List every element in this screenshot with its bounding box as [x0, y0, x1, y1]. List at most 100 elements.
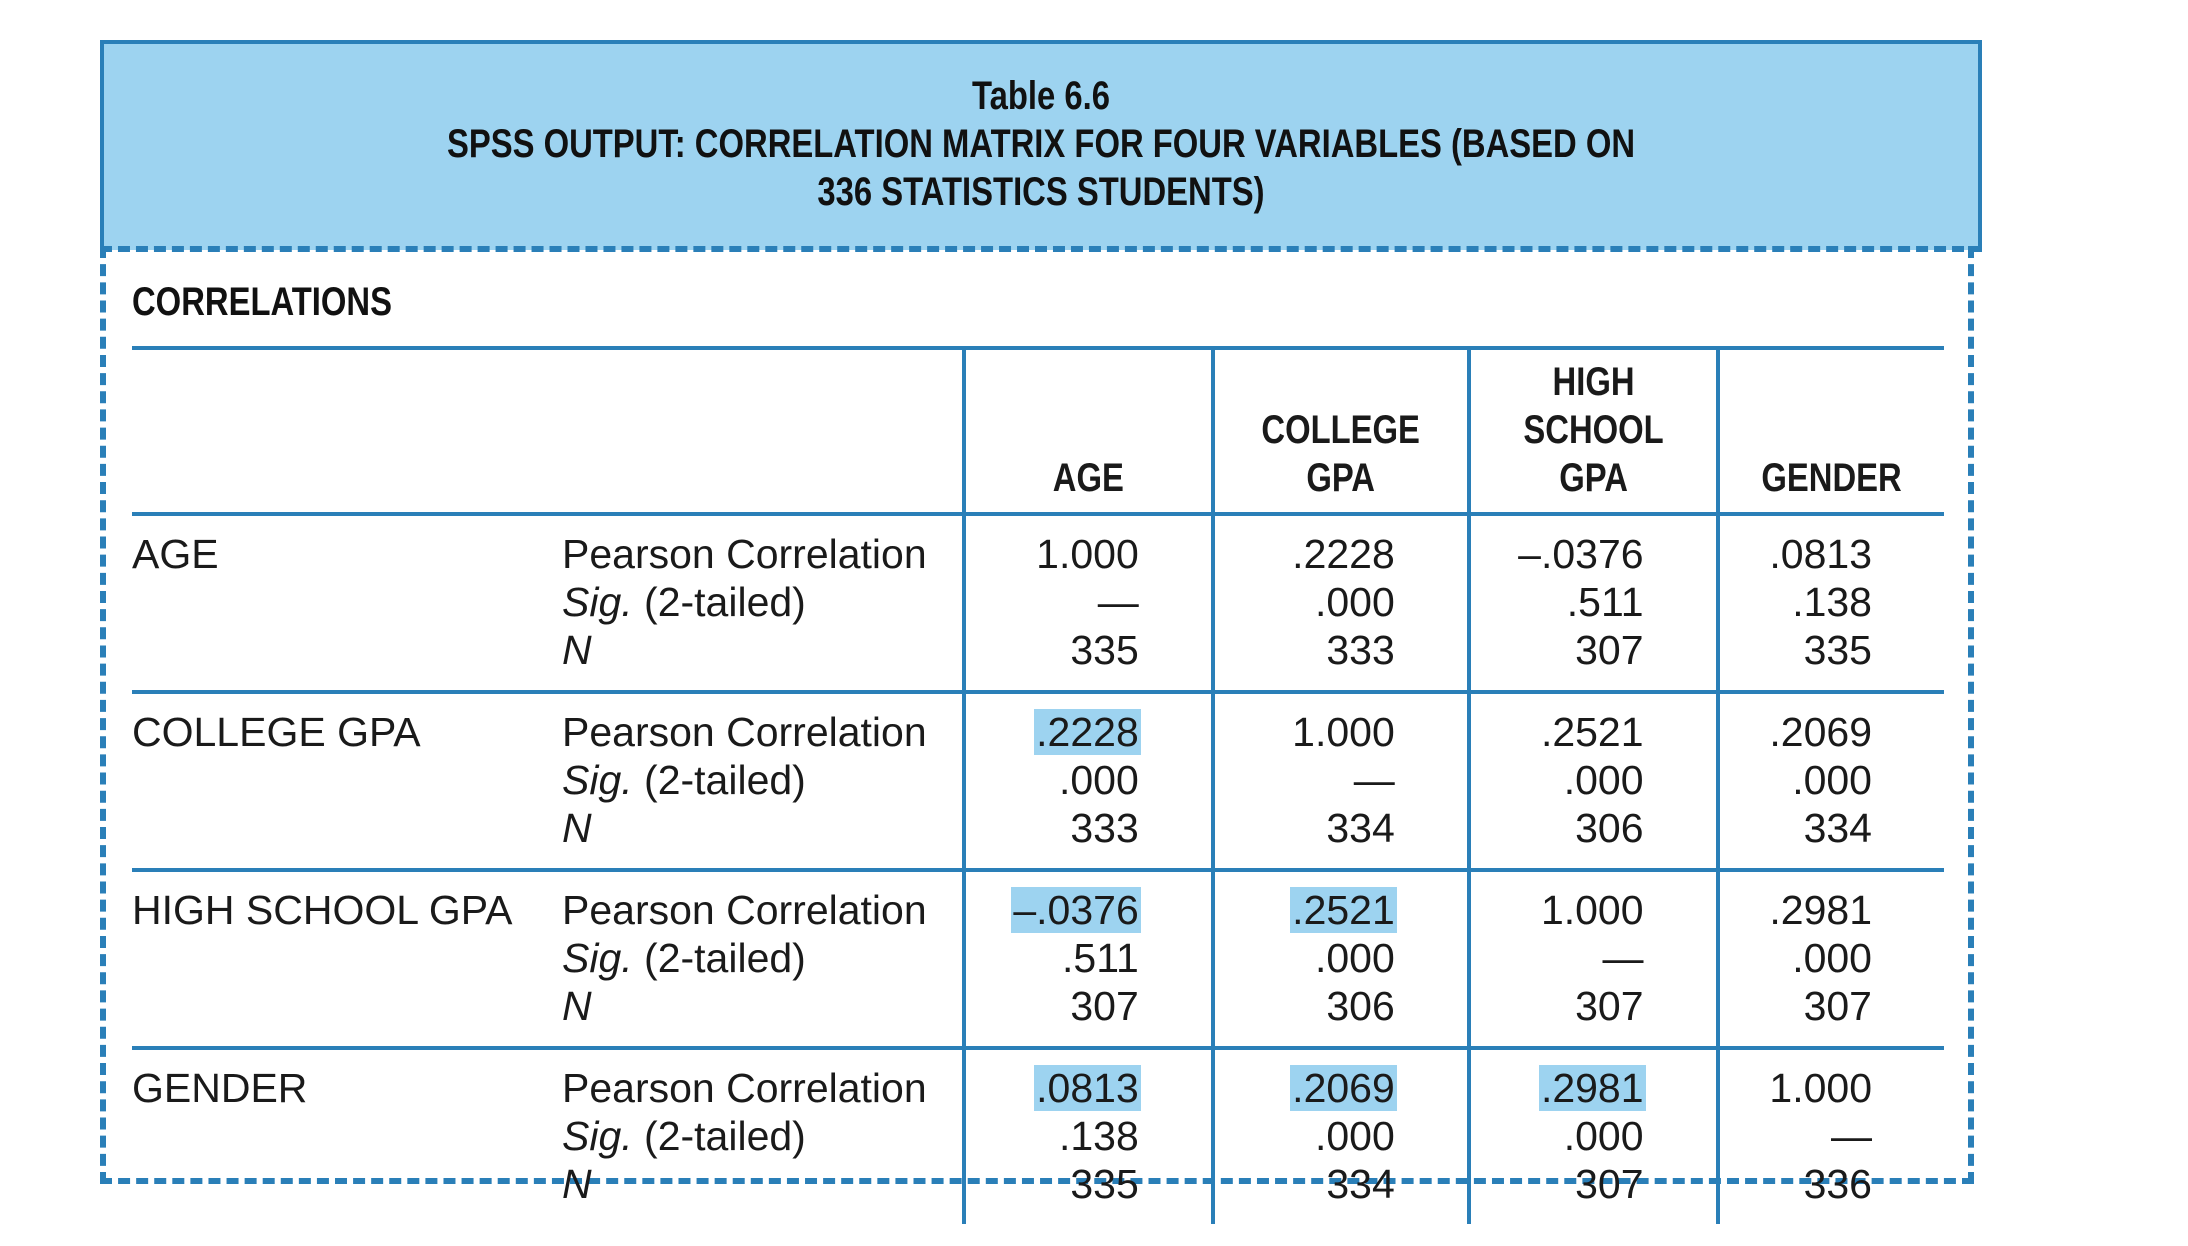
n-value: 336 [1803, 1161, 1872, 1207]
table-row: AGE Pearson Correlation Sig. (2-tailed) N 1.… [132, 514, 1944, 692]
table-title: Table 6.6 SPSS OUTPUT: CORRELATION MATRI… [273, 72, 1810, 216]
significance-value: .511 [1566, 579, 1644, 625]
correlation-table: AGE COLLEGE GPA HIGH SCHOOL GPA GENDER AGE P… [132, 346, 1944, 1224]
column-header-line: GPA [1558, 456, 1628, 500]
significance-value-line: .000 [1215, 934, 1397, 982]
n-value-line: 307 [966, 982, 1141, 1030]
value-cell: .2228.000 333 [964, 692, 1215, 870]
significance-value: — [1353, 757, 1395, 803]
n-value: 307 [1803, 983, 1872, 1029]
stat-label-n: N [562, 626, 962, 674]
significance-value-line: .511 [1471, 578, 1646, 626]
correlation-value: 1.000 [1540, 887, 1644, 933]
correlation-value: .2981 [1769, 887, 1872, 933]
stat-label-pearson: Pearson Correlation [562, 531, 927, 577]
table-row: COLLEGE GPA Pearson Correlation Sig. (2-ta… [132, 692, 1944, 870]
n-value: 335 [1070, 1161, 1139, 1207]
table-number: Table 6.6 [972, 74, 1110, 118]
row-variable-name: AGE [132, 531, 219, 577]
column-header-line: GPA [1306, 456, 1376, 500]
significance-value: .000 [1792, 757, 1872, 803]
significance-value: .000 [1563, 757, 1644, 803]
correlation-value: .2069 [1769, 709, 1872, 755]
n-value: 333 [1326, 627, 1395, 673]
stat-label-sig: Sig. (2-tailed) [562, 756, 962, 804]
section-label: CORRELATIONS [132, 280, 392, 324]
n-value-line: 334 [1720, 804, 1874, 852]
value-cell: .2069.000 334 [1718, 692, 1944, 870]
correlation-value: .2069 [1290, 1065, 1397, 1111]
significance-value-line: .000 [1471, 1112, 1646, 1160]
n-value-line: 307 [1471, 1160, 1646, 1208]
correlation-value: .2228 [1034, 709, 1141, 755]
column-header-line: AGE [1052, 456, 1124, 500]
n-value: 307 [1575, 1161, 1644, 1207]
n-value: 306 [1326, 983, 1395, 1029]
significance-value-line: .000 [1720, 934, 1874, 982]
correlation-value: 1.000 [1769, 1065, 1872, 1111]
n-value: 334 [1326, 805, 1395, 851]
significance-value-line: .000 [1720, 756, 1874, 804]
correlation-value-line: 1.000 [1215, 708, 1397, 756]
n-value-line: 334 [1215, 1160, 1397, 1208]
n-value: 307 [1070, 983, 1139, 1029]
correlation-value-line: .2521 [1471, 708, 1646, 756]
stat-label-sig-rest: (2-tailed) [632, 935, 806, 981]
significance-value-line: .000 [1471, 756, 1646, 804]
significance-value: .138 [1058, 1113, 1139, 1159]
significance-value: .000 [1792, 935, 1872, 981]
significance-value: .511 [1062, 935, 1139, 981]
significance-value-line: .511 [966, 934, 1141, 982]
correlation-value: 1.000 [1036, 531, 1139, 577]
significance-value: .138 [1792, 579, 1872, 625]
column-header-line: COLLEGE [1261, 408, 1421, 452]
correlation-value-line: .0813 [1720, 530, 1874, 578]
row-variable-name: COLLEGE GPA [132, 709, 421, 755]
table-body: AGE Pearson Correlation Sig. (2-tailed) N 1.… [132, 514, 1944, 1224]
value-cell: –.0376.511 307 [1468, 514, 1720, 692]
stat-labels: Pearson Correlation Sig. (2-tailed) N [562, 1048, 966, 1224]
correlation-value-line: –.0376 [966, 886, 1141, 934]
row-variable-name: GENDER [132, 1065, 308, 1111]
stat-label-sig-italic: Sig. [562, 935, 633, 981]
stat-label-sig-rest: (2-tailed) [632, 757, 806, 803]
correlation-value-line: 1.000 [1720, 1064, 1874, 1112]
stat-label-pearson: Pearson Correlation [562, 1065, 927, 1111]
value-cell: .2228.000 333 [1212, 514, 1471, 692]
correlation-value-line: 1.000 [1471, 886, 1646, 934]
stat-label-sig: Sig. (2-tailed) [562, 1112, 962, 1160]
column-header-gender: GENDER [1717, 346, 1944, 516]
correlation-value-line: 1.000 [966, 530, 1141, 578]
significance-value-line: .000 [1215, 1112, 1397, 1160]
correlation-value: .2521 [1540, 709, 1644, 755]
significance-value-line: .000 [966, 756, 1141, 804]
correlation-value-line: .2228 [966, 708, 1141, 756]
stat-label-sig-italic: Sig. [562, 1113, 633, 1159]
significance-value: .000 [1314, 935, 1395, 981]
n-value-line: 334 [1215, 804, 1397, 852]
significance-value: — [1831, 1113, 1872, 1159]
correlation-value-line: .0813 [966, 1064, 1141, 1112]
n-value-line: 335 [966, 626, 1141, 674]
value-cell: 1.000—335 [964, 514, 1215, 692]
significance-value: — [1602, 935, 1644, 981]
stat-labels: Pearson Correlation Sig. (2-tailed) N [562, 514, 966, 692]
table-caption-line-2: 336 STATISTICS STUDENTS) [817, 170, 1265, 214]
correlation-value-line: .2069 [1215, 1064, 1397, 1112]
significance-value-line: — [1215, 756, 1397, 804]
n-value-line: 306 [1471, 804, 1646, 852]
value-cell: 1.000—336 [1718, 1048, 1944, 1224]
value-cell: .0813.138 335 [964, 1048, 1215, 1224]
stat-label-n: N [562, 804, 962, 852]
n-value: 335 [1803, 627, 1872, 673]
n-value: 334 [1803, 805, 1872, 851]
column-header-high-school-gpa: HIGH SCHOOL GPA [1468, 346, 1720, 516]
value-cell: .2981.000 307 [1718, 870, 1944, 1048]
column-header-line: GENDER [1761, 456, 1902, 500]
n-value: 334 [1326, 1161, 1395, 1207]
significance-value: .000 [1314, 1113, 1395, 1159]
value-cell: –.0376.511 307 [964, 870, 1215, 1048]
correlation-value-line: .2069 [1720, 708, 1874, 756]
column-header-line: SCHOOL [1522, 408, 1664, 452]
value-cell: .2069.000 334 [1212, 1048, 1471, 1224]
